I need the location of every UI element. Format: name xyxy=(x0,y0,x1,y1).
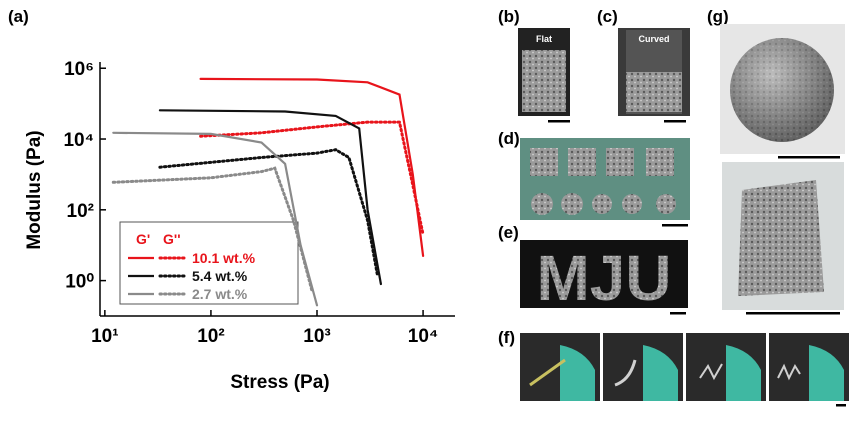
panel-label: (d) xyxy=(498,129,520,148)
legend-label: 5.4 wt.% xyxy=(192,268,248,284)
panel-label: (c) xyxy=(597,7,618,26)
photo-sample xyxy=(626,72,682,112)
scale-bar xyxy=(548,120,570,123)
photo-panels: (b) Flat (c) Curved (d) (e) MJU (f) (g) xyxy=(498,7,849,407)
legend-label: 10.1 wt.% xyxy=(192,250,256,266)
photo xyxy=(520,240,688,308)
photo-sequence xyxy=(520,333,849,401)
photo-letters: MJU xyxy=(536,242,671,314)
x-axis-label: Stress (Pa) xyxy=(230,372,329,393)
panel-label: (b) xyxy=(498,7,520,26)
scale-bar xyxy=(670,312,686,315)
panel-label: (e) xyxy=(498,223,519,242)
scale-bar xyxy=(778,156,840,159)
panel-label: (f) xyxy=(498,328,515,347)
x-tick-label: 10¹ xyxy=(91,326,118,347)
x-tick-label: 10⁴ xyxy=(408,326,439,347)
y-tick-label: 10⁶ xyxy=(64,59,94,80)
x-tick-label: 10³ xyxy=(303,326,330,347)
photo-caption: Flat xyxy=(536,34,552,44)
scale-bar xyxy=(664,120,686,123)
scale-bar xyxy=(836,404,846,407)
y-tick-label: 10⁰ xyxy=(65,272,94,293)
loss-modulus-line xyxy=(158,148,379,276)
legend-box xyxy=(119,221,299,305)
panel-label: (a) xyxy=(8,7,29,26)
scale-bar xyxy=(746,312,840,315)
legend-label: 2.7 wt.% xyxy=(192,286,248,302)
loss-modulus-line xyxy=(111,166,314,293)
storage-modulus-line xyxy=(158,109,382,286)
y-axis-label: Modulus (Pa) xyxy=(24,130,45,249)
legend-header: G' xyxy=(136,231,150,247)
photo-caption: Curved xyxy=(638,34,669,44)
panel-label: (g) xyxy=(707,7,729,26)
loss-modulus-line xyxy=(199,120,425,237)
legend-header: G'' xyxy=(163,231,181,247)
y-tick-label: 10⁴ xyxy=(63,130,94,151)
scale-bar xyxy=(662,224,688,227)
x-tick-label: 10² xyxy=(197,326,224,347)
photo-sample xyxy=(522,50,566,112)
y-tick-label: 10² xyxy=(67,201,94,222)
